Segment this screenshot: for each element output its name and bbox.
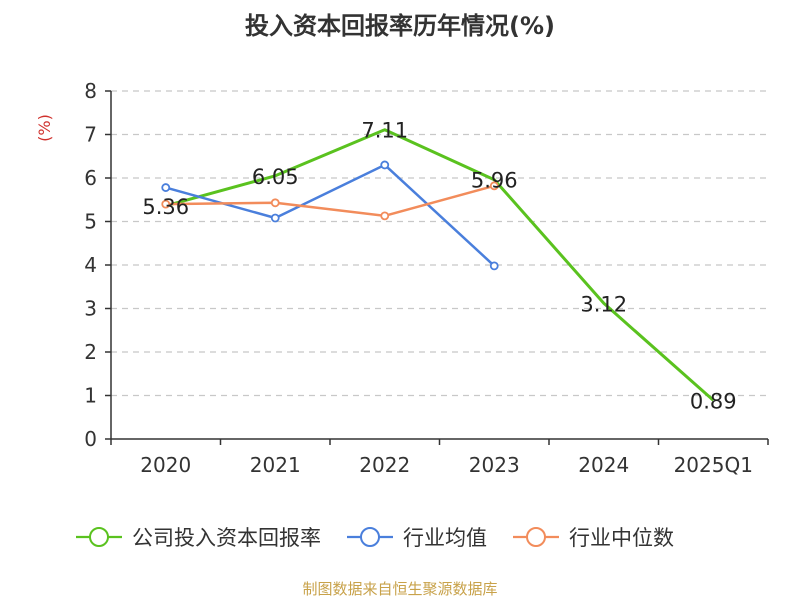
y-tick-label: 2 bbox=[84, 340, 97, 364]
data-label: 5.96 bbox=[471, 169, 518, 193]
series-point bbox=[161, 183, 171, 192]
y-tick-label: 8 bbox=[84, 79, 97, 103]
y-axis-label: (%) bbox=[35, 114, 54, 142]
series-point bbox=[270, 213, 280, 223]
legend: 公司投入资本回报率 行业均值 行业中位数 bbox=[76, 526, 674, 550]
x-tick-label: 2024 bbox=[578, 453, 629, 477]
legend-label: 行业均值 bbox=[403, 526, 487, 550]
x-tick-label: 2021 bbox=[250, 453, 301, 477]
legend-marker bbox=[89, 527, 109, 547]
series-point bbox=[161, 199, 171, 209]
series-point bbox=[489, 181, 499, 191]
source-note: 制图数据来自恒生聚源数据库 bbox=[302, 580, 498, 598]
data-label: 6.05 bbox=[252, 165, 299, 189]
series-line bbox=[165, 184, 495, 218]
series bbox=[161, 128, 715, 402]
series-point bbox=[380, 160, 390, 170]
axes: 0 1 2 3 4 5 6 7 8 2020 2021 2022 2023 2024 2025Q1 bbox=[84, 79, 769, 477]
data-label: 7.11 bbox=[361, 119, 408, 143]
legend-item: 行业均值 bbox=[347, 526, 487, 550]
series-line bbox=[165, 163, 496, 267]
x-tick-label: 2025Q1 bbox=[674, 453, 753, 477]
legend-item: 公司投入资本回报率 bbox=[76, 526, 321, 550]
data-label: 0.89 bbox=[690, 389, 737, 413]
y-tick-label: 7 bbox=[84, 123, 97, 147]
grid-lines bbox=[111, 90, 768, 397]
series-point bbox=[380, 211, 390, 221]
y-tick-label: 0 bbox=[84, 427, 97, 451]
y-tick-label: 5 bbox=[84, 210, 97, 234]
x-tick-label: 2020 bbox=[140, 453, 191, 477]
series-point bbox=[270, 198, 280, 208]
series-point bbox=[489, 261, 499, 271]
x-tick-label: 2022 bbox=[359, 453, 410, 477]
legend-label: 公司投入资本回报率 bbox=[132, 526, 321, 550]
y-tick-label: 1 bbox=[84, 384, 97, 408]
data-label: 5.36 bbox=[142, 195, 189, 219]
data-labels: 5.36 6.05 7.11 5.96 3.12 0.89 bbox=[142, 119, 736, 414]
data-label: 3.12 bbox=[580, 292, 627, 316]
legend-marker bbox=[526, 527, 546, 547]
legend-item: 行业中位数 bbox=[513, 526, 674, 550]
legend-marker bbox=[360, 527, 380, 547]
x-tick-label: 2023 bbox=[469, 453, 520, 477]
chart-title: 投入资本回报率历年情况(%) bbox=[245, 12, 555, 40]
y-tick-label: 4 bbox=[84, 253, 97, 277]
y-tick-label: 6 bbox=[84, 166, 97, 190]
y-tick-label: 3 bbox=[84, 297, 97, 321]
series-line bbox=[165, 128, 715, 402]
legend-label: 行业中位数 bbox=[569, 526, 674, 550]
